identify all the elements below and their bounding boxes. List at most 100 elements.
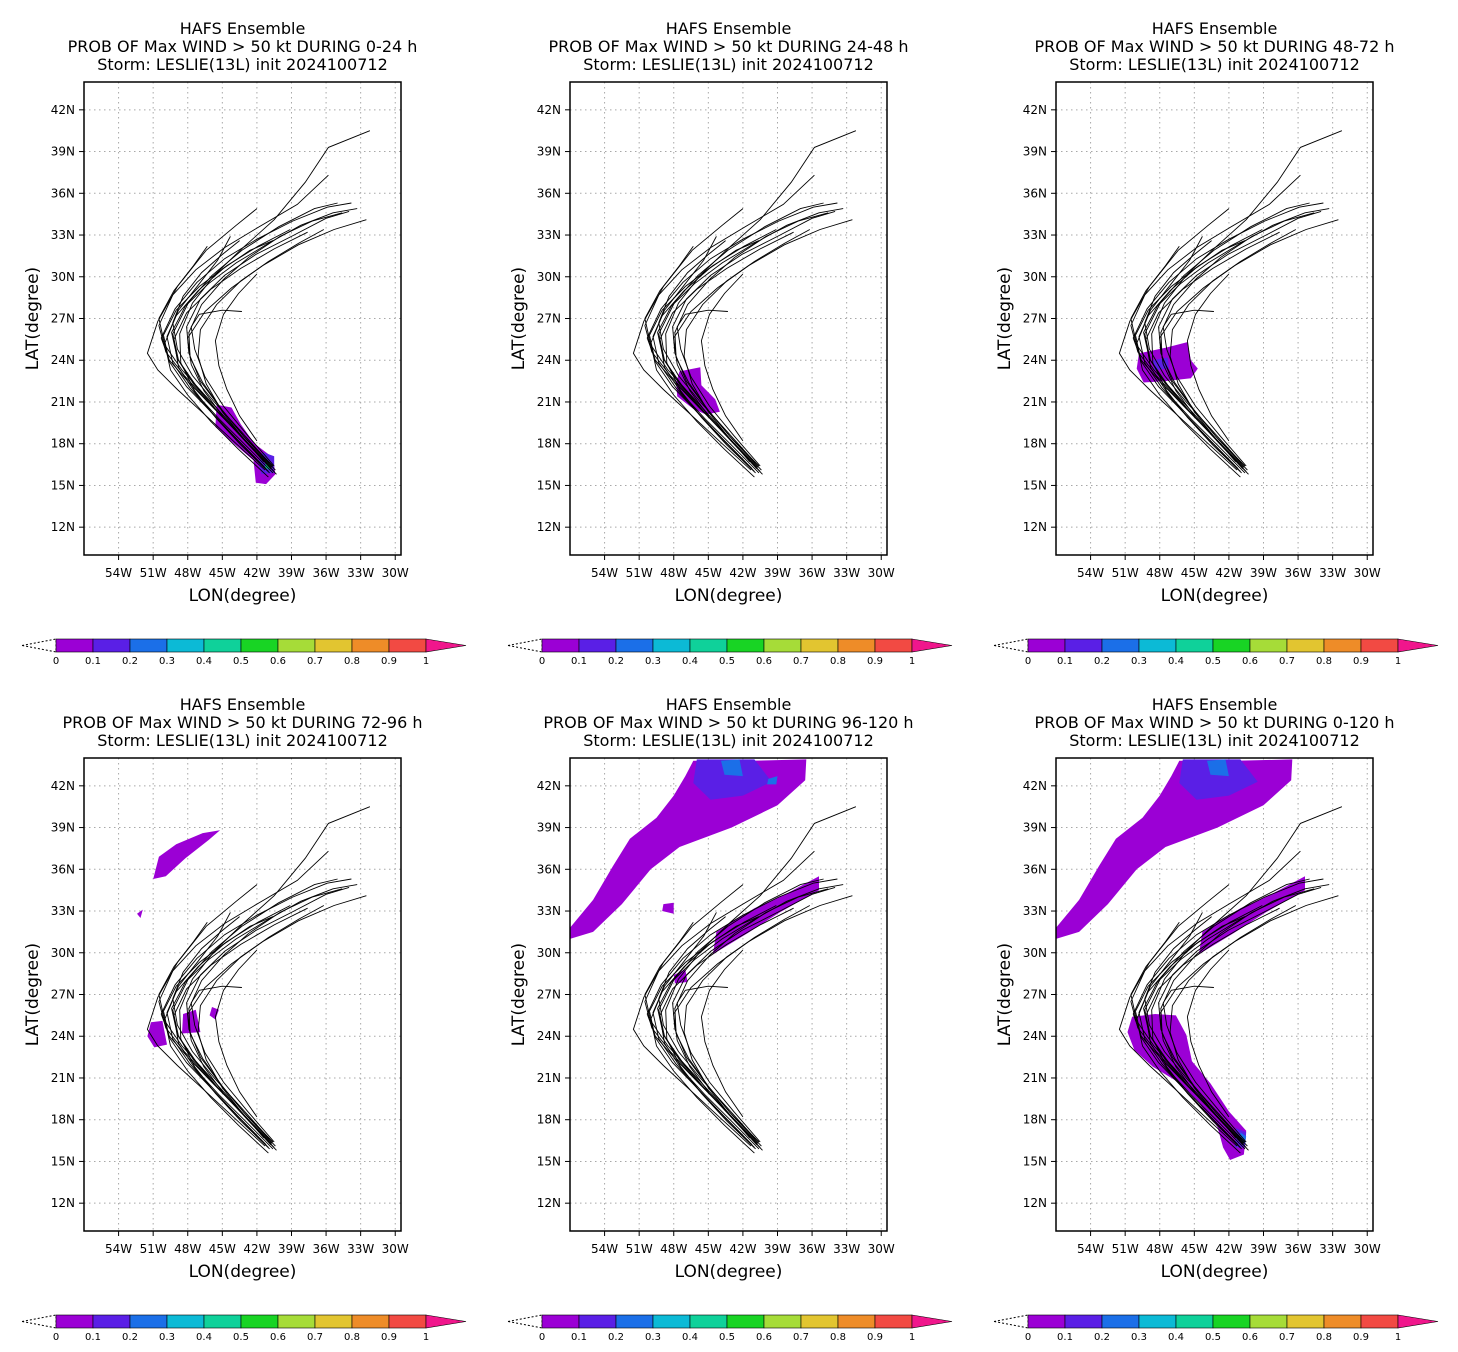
colorbar-label: 0.5	[233, 656, 249, 667]
y-tick-label: 12N	[537, 520, 561, 534]
y-axis-title: LAT(degree)	[509, 267, 529, 370]
ensemble-track	[1162, 309, 1247, 467]
y-tick-label: 36N	[537, 862, 561, 876]
colorbar-label: 0.9	[381, 1332, 397, 1343]
ensemble-tracks	[1118, 806, 1343, 1154]
y-tick-label: 30N	[537, 946, 561, 960]
colorbar-over-arrow	[1397, 1314, 1439, 1329]
colorbar-swatch	[1101, 638, 1140, 653]
panel-title-line-3: Storm: LESLIE(13L) init 2024100712	[97, 55, 388, 74]
panel-title-line-1: HAFS Ensemble	[180, 19, 306, 38]
y-tick-label: 36N	[51, 862, 75, 876]
colorbar-over-arrow	[425, 638, 467, 653]
ensemble-tracks	[632, 806, 857, 1154]
y-tick-label: 21N	[1023, 395, 1047, 409]
colorbar-swatch	[689, 638, 728, 653]
colorbar-swatch	[1064, 1314, 1103, 1329]
x-tick-label: 42W	[729, 1242, 756, 1256]
colorbar-swatch	[1360, 638, 1399, 653]
colorbar: 0 0.1 0.2 0.3 0.4 0.5 0.6 0.7 0.8 0.9 1	[993, 1314, 1439, 1343]
ensemble-track	[1138, 236, 1241, 472]
ensemble-track	[1118, 208, 1238, 471]
colorbar-swatch	[203, 1314, 242, 1329]
colorbar-label: 0.9	[1353, 656, 1369, 667]
ensemble-track	[1130, 174, 1301, 465]
y-tick-label: 24N	[537, 353, 561, 367]
y-tick-label: 21N	[51, 395, 75, 409]
y-tick-label: 42N	[1023, 779, 1047, 793]
y-tick-label: 18N	[51, 1113, 75, 1127]
y-tick-label: 33N	[1023, 904, 1047, 918]
ensemble-track	[683, 905, 811, 1144]
colorbar-swatch	[1027, 638, 1066, 653]
colorbar-over-arrow	[911, 638, 953, 653]
y-tick-label: 12N	[537, 1196, 561, 1210]
colorbar-label: 0.2	[608, 1332, 624, 1343]
colorbar-label: 1	[1395, 1332, 1401, 1343]
x-tick-label: 42W	[243, 566, 270, 580]
panel-title-line-1: HAFS Ensemble	[666, 695, 792, 714]
colorbar: 0 0.1 0.2 0.3 0.4 0.5 0.6 0.7 0.8 0.9 1	[507, 1314, 953, 1343]
y-tick-label: 36N	[1023, 862, 1047, 876]
colorbar: 0 0.1 0.2 0.3 0.4 0.5 0.6 0.7 0.8 0.9 1	[21, 1314, 467, 1343]
y-tick-label: 42N	[537, 779, 561, 793]
y-tick-label: 33N	[51, 228, 75, 242]
colorbar-under-arrow	[21, 1314, 57, 1329]
ensemble-track	[700, 949, 744, 1118]
probability-area	[767, 776, 778, 785]
colorbar-label: 0.9	[1353, 1332, 1369, 1343]
y-tick-label: 15N	[1023, 478, 1047, 492]
y-tick-label: 42N	[537, 103, 561, 117]
colorbar-swatch	[800, 638, 839, 653]
probability-area	[1179, 759, 1258, 800]
colorbar-label: 0.3	[645, 656, 661, 667]
colorbar-swatch	[837, 638, 876, 653]
colorbar-swatch	[1175, 1314, 1214, 1329]
colorbar-swatch	[277, 638, 316, 653]
colorbar-under-arrow	[507, 638, 543, 653]
colorbar-label: 0.8	[830, 656, 846, 667]
probability-area	[209, 1007, 219, 1020]
x-tick-label: 42W	[1215, 566, 1242, 580]
x-tick-label: 54W	[591, 1242, 618, 1256]
probability-area	[1207, 759, 1229, 777]
y-tick-label: 24N	[1023, 1029, 1047, 1043]
ensemble-track	[1130, 921, 1237, 1139]
colorbar-swatch	[166, 1314, 205, 1329]
ensemble-track	[1169, 229, 1297, 468]
x-tick-label: 36W	[313, 566, 340, 580]
ensemble-track	[190, 309, 275, 467]
panel-title-line-3: Storm: LESLIE(13L) init 2024100712	[97, 731, 388, 750]
colorbar-swatch	[1064, 638, 1103, 653]
plot-background	[1056, 82, 1373, 555]
plot-background	[570, 82, 887, 555]
ensemble-track	[1186, 949, 1230, 1118]
y-tick-label: 15N	[51, 1154, 75, 1168]
ensemble-track	[1169, 905, 1297, 1144]
ensemble-track	[659, 907, 794, 1150]
panel-title-line-2: PROB OF Max WIND > 50 kt DURING 0-24 h	[68, 37, 418, 56]
colorbar-label: 0.3	[159, 1332, 175, 1343]
colorbar-label: 0.6	[1242, 656, 1258, 667]
ensemble-track	[644, 850, 815, 1141]
y-tick-label: 33N	[51, 904, 75, 918]
x-tick-label: 36W	[799, 1242, 826, 1256]
colorbar-label: 0.8	[344, 656, 360, 667]
colorbar-label: 0.4	[682, 656, 698, 667]
y-tick-label: 18N	[537, 1113, 561, 1127]
ensemble-track	[1130, 850, 1301, 1141]
ensemble-track	[1145, 907, 1280, 1150]
x-axis-title: LON(degree)	[675, 1262, 783, 1282]
plot-background	[84, 82, 401, 555]
colorbar-label: 0.1	[85, 656, 101, 667]
ensemble-track	[1186, 273, 1230, 442]
y-tick-label: 15N	[1023, 1154, 1047, 1168]
ensemble-track	[158, 174, 329, 465]
colorbar-swatch	[652, 1314, 691, 1329]
colorbar: 0 0.1 0.2 0.3 0.4 0.5 0.6 0.7 0.8 0.9 1	[21, 638, 467, 667]
y-tick-label: 33N	[537, 228, 561, 242]
x-tick-label: 51W	[140, 1242, 167, 1256]
ensemble-tracks	[632, 130, 857, 478]
x-axis-title: LON(degree)	[1161, 1262, 1269, 1282]
